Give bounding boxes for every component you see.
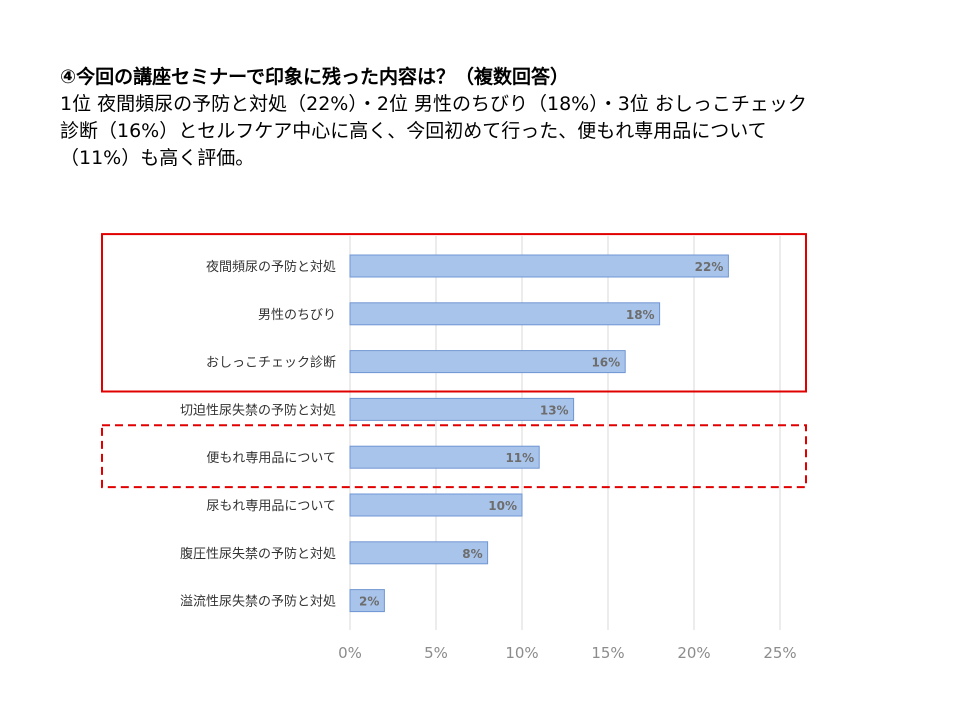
data-label: 13% xyxy=(540,403,569,417)
bar xyxy=(349,397,575,421)
summary-line-2: 診断（16%）とセルフケア中心に高く、今回初めて行った、便もれ専用品について xyxy=(60,120,767,142)
data-label: 22% xyxy=(695,260,724,274)
bar xyxy=(349,541,489,565)
bar xyxy=(349,589,385,613)
category-label: 便もれ専用品について xyxy=(206,451,336,466)
category-label: 切迫性尿失禁の予防と対処 xyxy=(180,402,336,418)
summary-line-1: 1位 夜間頻尿の予防と対処（22%）・2位 男性のちびり（18%）・3位 おしっ… xyxy=(60,93,807,115)
bar xyxy=(349,350,626,374)
slide-title: ④今回の講座セミナーで印象に残った内容は？（複数回答） xyxy=(60,66,569,88)
category-label: 溢流性尿失禁の予防と対処 xyxy=(180,594,336,610)
slide-heading: ④今回の講座セミナーで印象に残った内容は？（複数回答） 1位 夜間頻尿の予防と対… xyxy=(60,64,940,172)
data-label: 11% xyxy=(505,451,534,465)
bar xyxy=(349,254,729,278)
category-label: 男性のちびり xyxy=(258,308,336,323)
bar xyxy=(349,493,523,517)
category-label: 尿もれ専用品について xyxy=(206,499,336,514)
category-label: おしっこチェック診断 xyxy=(206,355,336,371)
x-tick-label: 5% xyxy=(424,644,448,662)
bar xyxy=(349,302,661,326)
data-label: 2% xyxy=(359,595,379,609)
x-tick-label: 10% xyxy=(505,644,538,662)
highlight-box-dashed xyxy=(101,424,807,489)
data-label: 18% xyxy=(626,308,655,322)
x-tick-label: 20% xyxy=(677,644,710,662)
highlight-box-solid xyxy=(101,233,807,393)
bar xyxy=(349,445,540,469)
data-label: 10% xyxy=(488,499,517,513)
category-label: 腹圧性尿失禁の予防と対処 xyxy=(180,546,336,562)
x-tick-label: 0% xyxy=(338,644,362,662)
data-label: 8% xyxy=(462,547,482,561)
data-label: 16% xyxy=(591,356,620,370)
x-tick-label: 25% xyxy=(763,644,796,662)
x-tick-label: 15% xyxy=(591,644,624,662)
category-label: 夜間頻尿の予防と対処 xyxy=(206,259,336,275)
summary-line-3: （11%）も高く評価。 xyxy=(60,147,255,169)
